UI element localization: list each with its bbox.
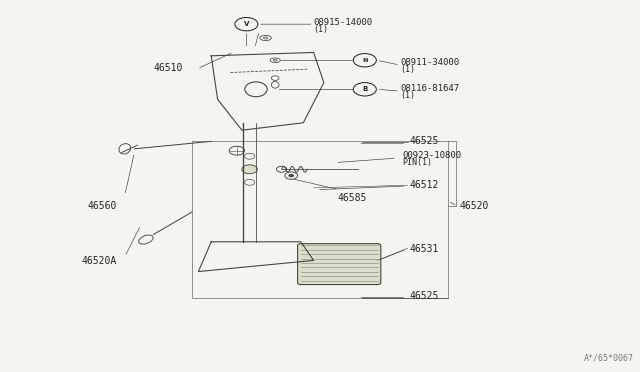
Text: 08116-81647: 08116-81647	[400, 84, 459, 93]
Text: 46531: 46531	[410, 244, 439, 254]
Text: B: B	[362, 86, 367, 92]
Ellipse shape	[273, 60, 277, 61]
Text: (1): (1)	[400, 65, 415, 74]
Text: 46525: 46525	[410, 292, 439, 301]
Text: A*/65*0067: A*/65*0067	[584, 354, 634, 363]
Text: N: N	[362, 58, 367, 63]
Text: 46525: 46525	[410, 137, 439, 146]
Text: 00923-10800: 00923-10800	[402, 151, 461, 160]
Text: PIN(1): PIN(1)	[402, 158, 432, 167]
Ellipse shape	[263, 37, 268, 39]
Bar	[192, 141, 448, 298]
Text: 46520A: 46520A	[81, 256, 117, 266]
Circle shape	[242, 165, 257, 174]
Text: 46585: 46585	[338, 193, 367, 203]
FancyBboxPatch shape	[298, 244, 381, 285]
Text: 08911-34000: 08911-34000	[400, 58, 459, 67]
Text: 46520: 46520	[460, 202, 489, 211]
Text: 46512: 46512	[410, 180, 439, 190]
Text: 08915-14000: 08915-14000	[314, 18, 372, 27]
Text: V: V	[244, 21, 249, 27]
Text: 46510: 46510	[153, 63, 182, 73]
Ellipse shape	[271, 76, 279, 80]
Text: (1): (1)	[400, 92, 415, 100]
Text: 46560: 46560	[88, 202, 117, 211]
Text: (1): (1)	[314, 25, 328, 34]
Circle shape	[289, 174, 294, 177]
